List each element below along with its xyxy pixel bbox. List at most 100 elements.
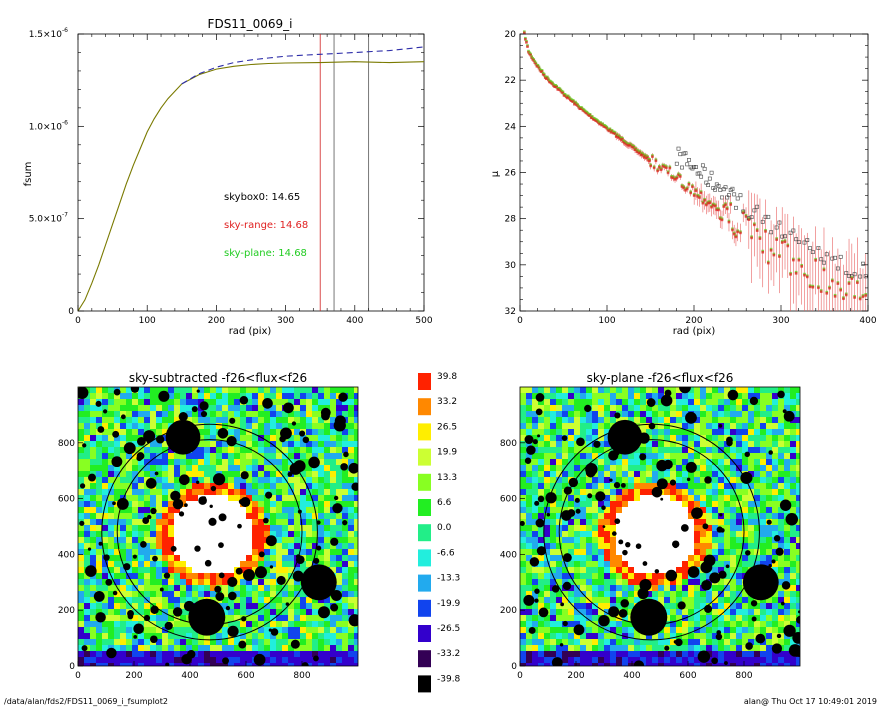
sky-plane-pixel: [544, 447, 550, 453]
sky-plane-pixel: [592, 405, 598, 411]
sky-plane-pixel: [712, 501, 718, 507]
sky-plane-pixel: [730, 603, 736, 609]
sky-subtracted-pixel: [288, 621, 294, 627]
sky-subtracted-pixel: [306, 615, 312, 621]
sky-subtracted-pixel: [216, 555, 222, 561]
sky-plane-pixel: [556, 411, 562, 417]
sky-plane-pixel: [652, 591, 658, 597]
sky-subtracted-pixel: [90, 597, 96, 603]
sky-subtracted-pixel: [174, 483, 180, 489]
sky-subtracted-pixel: [342, 615, 348, 621]
sky-subtracted-pixel: [264, 639, 270, 645]
sky-subtracted-pixel: [264, 651, 270, 657]
sky-plane-pixel: [688, 621, 694, 627]
sky-plane-pixel: [700, 531, 706, 537]
sky-plane-pixel: [676, 435, 682, 441]
sky-plane-pixel: [676, 519, 682, 525]
sky-subtracted-pixel: [108, 405, 114, 411]
sky-subtracted-pixel: [240, 609, 246, 615]
growth-curve-x-tick-label: 300: [277, 316, 294, 326]
sky-plane-pixel: [760, 555, 766, 561]
sky-plane-pixel: [580, 489, 586, 495]
sky-range-point: [649, 164, 652, 168]
sky-range-point: [729, 203, 733, 206]
skybox0-point: [735, 196, 740, 201]
sky-subtracted-pixel: [336, 585, 342, 591]
sky-plane-pixel: [736, 393, 742, 399]
sky-subtracted-pixel: [204, 513, 210, 519]
sky-plane-pixel: [556, 567, 562, 573]
sky-subtracted-pixel: [84, 447, 90, 453]
sky-subtracted-pixel: [234, 543, 240, 549]
sky-subtracted-pixel: [120, 579, 126, 585]
sky-plane-pixel: [634, 411, 640, 417]
sky-plane-pixel: [592, 399, 598, 405]
sky-subtracted-pixel: [132, 483, 138, 489]
sky-plane-pixel: [652, 387, 658, 393]
sky-subtracted-pixel: [300, 531, 306, 537]
sky-plane-pixel: [772, 423, 778, 429]
sky-plane-pixel: [616, 489, 622, 495]
sky-plane-pixel: [718, 441, 724, 447]
sky-plane-pixel: [526, 519, 532, 525]
sky-plane-pixel: [568, 501, 574, 507]
sky-subtracted-pixel: [78, 543, 84, 549]
sky-plane-pixel: [580, 417, 586, 423]
sky-subtracted-pixel: [216, 537, 222, 543]
sky-subtracted-pixel: [234, 561, 240, 567]
sky-subtracted-pixel: [108, 657, 114, 663]
sky-subtracted-pixel: [132, 645, 138, 651]
sky-plane-pixel: [676, 567, 682, 573]
sky-subtracted-pixel: [96, 567, 102, 573]
sky-plane-pixel: [754, 417, 760, 423]
sky-subtracted-pixel: [276, 471, 282, 477]
sky-plane-pixel: [604, 519, 610, 525]
sky-subtracted-pixel: [312, 615, 318, 621]
sky-subtracted-pixel: [246, 603, 252, 609]
sky-subtracted-pixel: [294, 627, 300, 633]
sky-plane-pixel: [556, 417, 562, 423]
sky-plane-pixel: [640, 501, 646, 507]
sky-subtracted-pixel: [270, 507, 276, 513]
sky-plane-pixel: [712, 507, 718, 513]
sky-plane-pixel: [706, 591, 712, 597]
sky-subtracted-pixel: [342, 651, 348, 657]
sky-plane-pixel: [592, 495, 598, 501]
sky-plane-pixel: [658, 417, 664, 423]
sky-subtracted-pixel: [324, 645, 330, 651]
sky-plane-pixel: [640, 393, 646, 399]
sky-plane-pixel: [742, 597, 748, 603]
sky-plane-pixel: [604, 495, 610, 501]
sky-plane-pixel: [616, 507, 622, 513]
sky-subtracted-pixel: [108, 477, 114, 483]
sky-subtracted-pixel: [348, 513, 354, 519]
sky-subtracted-pixel: [168, 549, 174, 555]
sky-range-point: [684, 189, 687, 192]
sky-subtracted-pixel: [324, 543, 330, 549]
skybox0-point: [738, 193, 743, 198]
sky-subtracted-pixel: [216, 579, 222, 585]
sky-plane-pixel: [562, 423, 568, 429]
sky-plane-pixel: [694, 435, 700, 441]
sky-subtracted-pixel: [252, 573, 258, 579]
sky-subtracted-pixel: [348, 405, 354, 411]
sky-plane-pixel: [682, 423, 688, 429]
sky-plane-pixel: [532, 405, 538, 411]
sky-plane-pixel: [790, 387, 796, 393]
sky-subtracted-pixel: [222, 447, 228, 453]
sky-subtracted-pixel: [120, 399, 126, 405]
sky-subtracted-pixel: [228, 645, 234, 651]
sky-subtracted-pixel: [228, 555, 234, 561]
sky-subtracted-pixel: [234, 423, 240, 429]
sky-plane-pixel: [784, 573, 790, 579]
sky-plane-pixel: [610, 465, 616, 471]
sky-subtracted-pixel: [150, 573, 156, 579]
sky-subtracted-pixel: [156, 513, 162, 519]
sky-subtracted-pixel: [168, 579, 174, 585]
sky-plane-pixel: [682, 585, 688, 591]
sky-subtracted-pixel: [216, 525, 222, 531]
sky-range-point: [844, 293, 848, 297]
sky-subtracted-pixel: [114, 411, 120, 417]
sky-plane-pixel: [790, 543, 796, 549]
sky-plane-pixel: [784, 603, 790, 609]
